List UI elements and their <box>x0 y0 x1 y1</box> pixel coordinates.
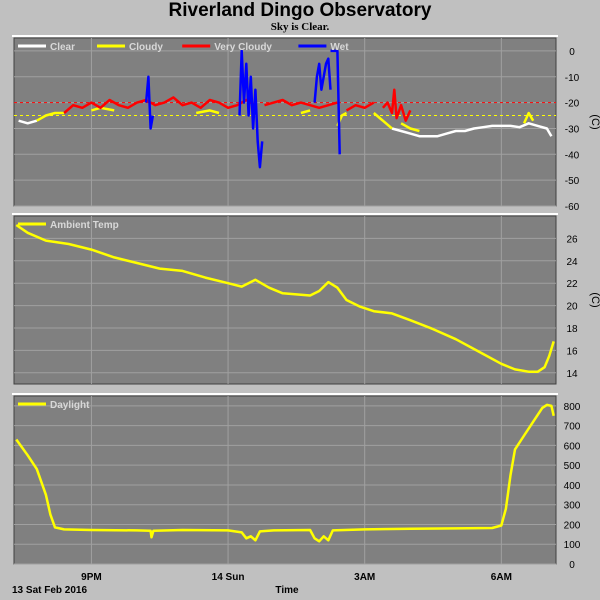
y-tick-label: 26 <box>566 234 578 245</box>
series-line-cloudy <box>36 111 65 122</box>
plot-area <box>13 215 557 385</box>
y-tick-label: 0 <box>569 47 575 58</box>
y-tick-label: 700 <box>564 422 581 433</box>
y-tick-label: -60 <box>565 202 580 213</box>
y-tick-label: 0 <box>569 560 575 571</box>
series-line-daylight <box>15 403 555 543</box>
series-line-wet <box>330 49 341 155</box>
y-tick-label: 400 <box>564 481 581 492</box>
y-tick-label: 20 <box>566 302 578 313</box>
series-group <box>15 403 555 543</box>
panel-daylight: 800 700 600 500 400 300 200 100 0 Daylight <box>12 393 581 571</box>
x-axis-label: Time <box>275 585 299 596</box>
legend-entry: Cloudy <box>129 42 163 53</box>
y-tick-label: 18 <box>566 324 578 335</box>
y-tick-label: 14 <box>566 369 578 380</box>
unit-label: (C) <box>589 292 600 307</box>
y-tick-label: 100 <box>564 540 581 551</box>
y-tick-label: 24 <box>566 257 578 268</box>
series-line-clear <box>391 122 553 138</box>
series-line-very-cloudy <box>63 96 257 114</box>
y-tick-label: -50 <box>565 176 580 187</box>
y-tick-label: 600 <box>564 441 581 452</box>
series-line-clear <box>18 119 38 125</box>
series-line-cloudy <box>300 109 311 115</box>
series-line-cloudy <box>372 112 393 130</box>
series-line-very-cloudy <box>345 101 375 112</box>
sky-status-subtitle: Sky is Clear. <box>270 21 330 33</box>
plot-area <box>13 37 557 207</box>
panel-sky: 0 -10 -20 -30 -40 -50 -60 (C) Clear Cloudy Very Cl… <box>12 35 600 213</box>
series-line-ambient-temp <box>15 223 555 373</box>
page-title: Riverland Dingo Observatory <box>168 0 432 21</box>
y-tick-label: -30 <box>565 124 580 135</box>
y-tick-label: -10 <box>565 73 580 84</box>
unit-label: (C) <box>589 114 600 129</box>
x-tick-label: 3AM <box>354 572 375 583</box>
legend-entry: Wet <box>330 42 349 53</box>
legend-entry: Daylight <box>50 400 90 411</box>
y-tick-label: -40 <box>565 150 580 161</box>
y-tick-label: 300 <box>564 501 581 512</box>
y-tick-label: 16 <box>566 346 578 357</box>
series-group <box>15 223 555 373</box>
series-line-wet <box>144 75 155 130</box>
legend-entry: Clear <box>50 42 75 53</box>
legend-entry: Very Cloudy <box>214 42 272 53</box>
x-tick-label: 14 Sun <box>212 572 245 583</box>
panel-temperature: 26 24 22 20 18 16 14 (C) Ambient Temp <box>12 213 600 385</box>
date-label: 13 Sat Feb 2016 <box>12 585 87 596</box>
y-tick-label: 800 <box>564 402 581 413</box>
series-line-cloudy <box>400 122 420 133</box>
series-line-very-cloudy <box>381 88 412 122</box>
x-tick-label: 9PM <box>81 572 102 583</box>
legend-entry: Ambient Temp <box>50 220 119 231</box>
y-tick-label: 22 <box>566 279 578 290</box>
series-line-cloudy <box>522 111 535 124</box>
y-tick-label: 200 <box>564 520 581 531</box>
plot-area <box>13 395 557 565</box>
x-tick-label: 6AM <box>491 572 512 583</box>
series-line-very-cloudy <box>264 98 338 110</box>
series-group <box>18 49 553 169</box>
series-line-wet <box>238 49 264 169</box>
y-tick-label: 500 <box>564 461 581 472</box>
series-line-wet <box>313 57 332 103</box>
y-tick-label: -20 <box>565 99 580 110</box>
series-line-cloudy <box>195 109 220 115</box>
